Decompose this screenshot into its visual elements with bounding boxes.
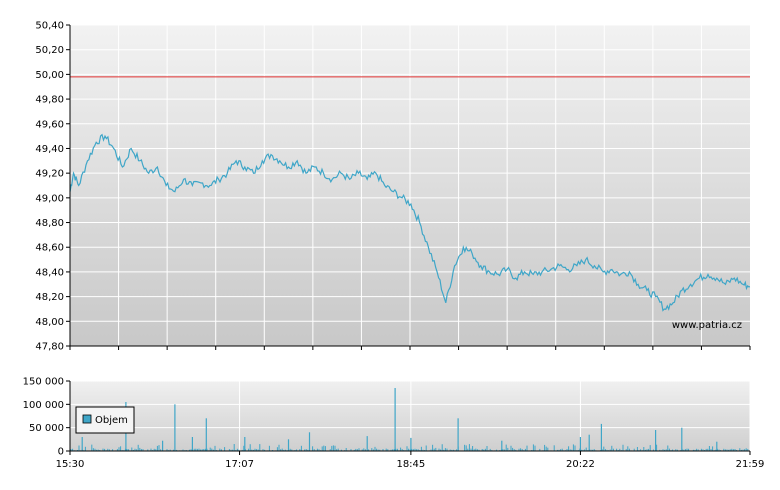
price-y-axis: 50,40 50,20 50,00 49,80 49,60 49,40 49,20 49,00… — [35, 21, 70, 353]
x-tick-label: 15:30 — [56, 459, 85, 470]
price-y-tick-label: 48,20 — [35, 292, 64, 303]
price-y-tick-label: 49,80 — [35, 95, 64, 106]
x-tick-label: 20:22 — [566, 459, 595, 470]
price-y-tick-label: 50,20 — [35, 45, 64, 56]
price-series-line — [69, 133, 751, 312]
price-y-tick-label: 48,80 — [35, 218, 64, 229]
volume-y-tick-label: 150 000 — [23, 377, 64, 388]
price-y-tick-label: 49,60 — [35, 119, 64, 130]
watermark-text: www.patria.cz — [672, 320, 742, 331]
legend-label: Objem — [95, 415, 128, 426]
price-y-tick-label: 48,40 — [35, 267, 64, 278]
price-y-tick-label: 50,00 — [35, 70, 64, 81]
price-panel: 50,40 50,20 50,00 49,80 49,60 49,40 49,20 49,00… — [35, 21, 751, 353]
price-x-tick-marks — [69, 346, 751, 350]
price-y-tick-label: 48,00 — [35, 317, 64, 328]
price-y-tick-label: 49,00 — [35, 193, 64, 204]
volume-y-tick-label: 50 000 — [29, 423, 64, 434]
price-y-tick-label: 47,80 — [35, 342, 64, 353]
price-y-tick-label: 49,40 — [35, 144, 64, 155]
volume-y-tick-label: 0 — [58, 447, 64, 458]
volume-y-tick-label: 100 000 — [23, 400, 64, 411]
x-tick-label: 18:45 — [396, 459, 425, 470]
price-y-tick-label: 48,60 — [35, 243, 64, 254]
x-tick-label: 21:59 — [736, 459, 765, 470]
volume-legend: Objem — [75, 406, 135, 434]
legend-box — [75, 406, 135, 434]
volume-y-axis: 150 000 100 000 50 000 0 — [23, 377, 70, 458]
price-y-tick-label: 50,40 — [35, 21, 64, 32]
volume-plot-background — [70, 381, 750, 451]
volume-x-axis: 15:30 17:07 18:45 20:22 21:59 — [56, 451, 765, 470]
volume-panel: 150 000 100 000 50 000 0 15:30 17:07 18:45 20:… — [23, 377, 765, 471]
x-tick-label: 17:07 — [225, 459, 254, 470]
price-y-tick-label: 49,20 — [35, 169, 64, 180]
legend-swatch — [82, 414, 92, 424]
price-grid — [70, 24, 750, 347]
